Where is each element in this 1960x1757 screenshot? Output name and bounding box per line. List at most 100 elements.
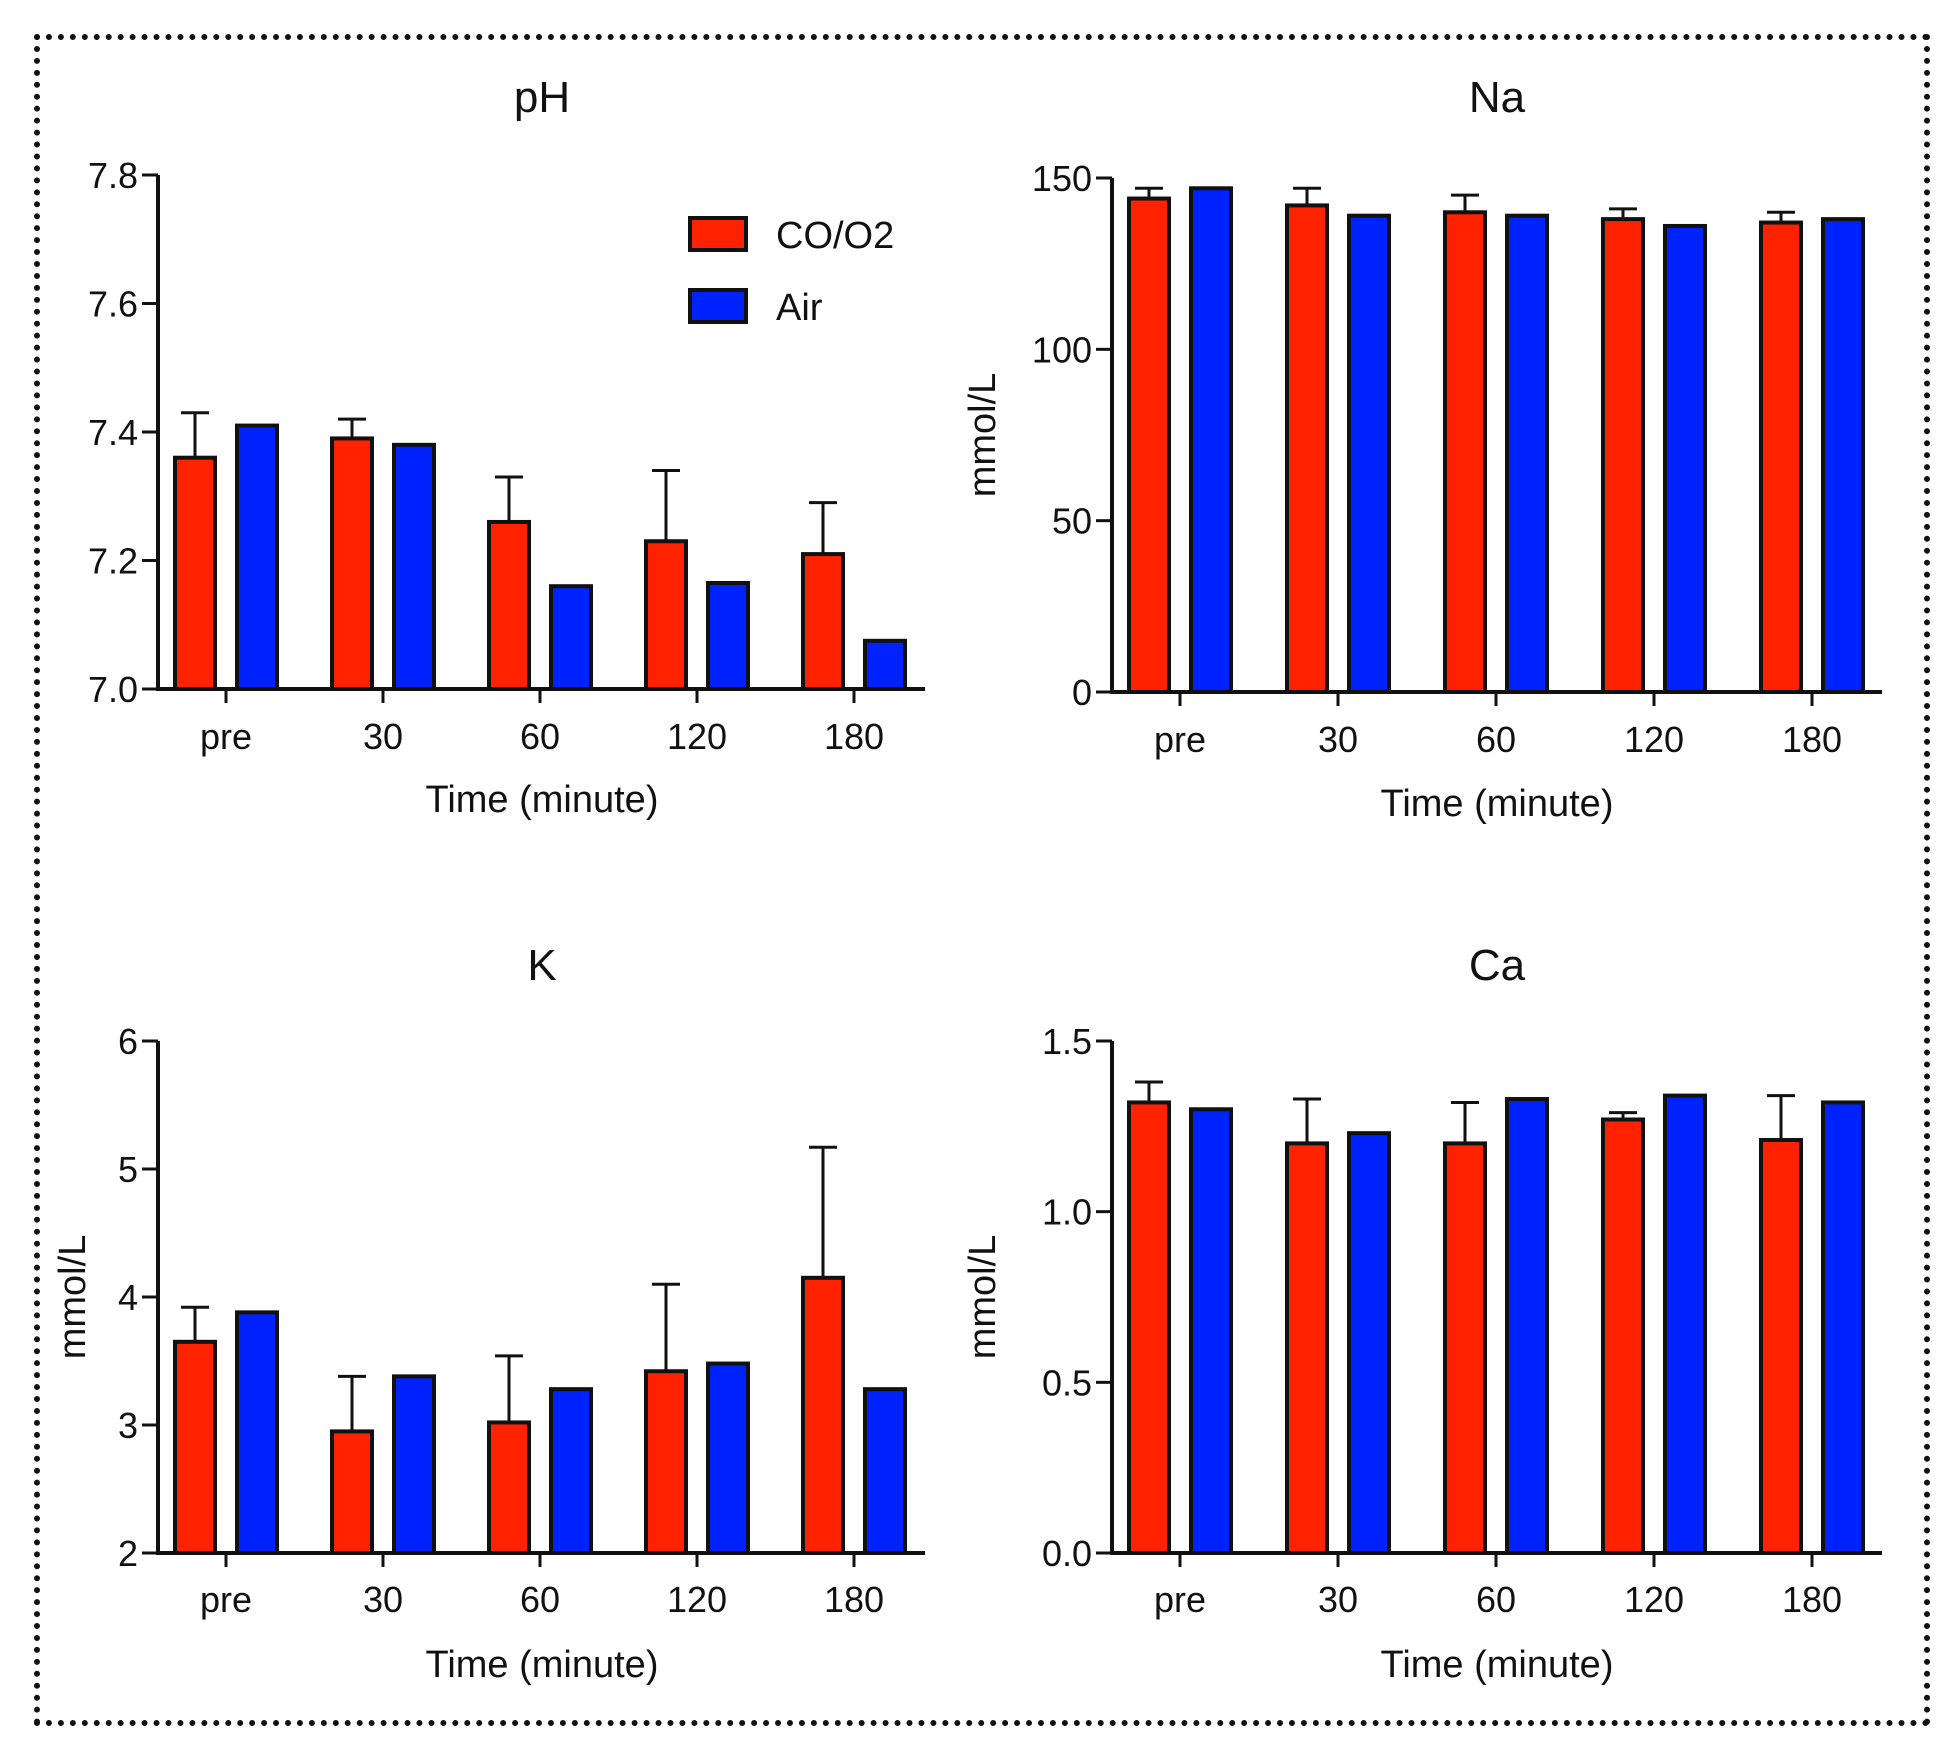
y-tick-label: 7.6	[88, 284, 138, 325]
x-axis-label: Time (minute)	[426, 1644, 659, 1686]
x-tick-label: pre	[200, 1579, 252, 1620]
figure-frame	[34, 34, 1930, 1726]
bar-air-30	[1347, 213, 1391, 694]
bar-air-120	[1663, 223, 1707, 694]
bar-air-pre	[235, 423, 279, 691]
x-tick-label: 180	[1782, 719, 1842, 760]
bar-air-60	[549, 1387, 593, 1556]
bar-air-30	[392, 1374, 436, 1555]
x-tick-label: 60	[520, 716, 560, 757]
x-tick-label: 30	[363, 1579, 403, 1620]
bar-co-o2-60	[487, 1420, 531, 1555]
x-tick-label: 30	[1318, 1579, 1358, 1620]
bar-co-o2-pre	[1127, 196, 1171, 694]
x-tick-label: 120	[667, 1579, 727, 1620]
bar-air-180	[1821, 217, 1865, 694]
legend-swatch-co-o2	[688, 216, 748, 252]
bar-co-o2-180	[1759, 220, 1803, 694]
legend: CO/O2 Air	[688, 215, 894, 329]
x-axis-label: Time (minute)	[1381, 1644, 1614, 1686]
bar-co-o2-120	[1601, 1117, 1645, 1556]
y-tick-label: 1.0	[1042, 1192, 1092, 1233]
x-tick-label: pre	[200, 716, 252, 757]
bar-air-pre	[1189, 186, 1233, 694]
bar-co-o2-120	[644, 1369, 688, 1555]
y-tick-label: 5	[118, 1149, 138, 1190]
legend-label: CO/O2	[776, 215, 894, 257]
bar-air-180	[1821, 1100, 1865, 1555]
chart-panel-ph: pH pre 30 60 120 180 7.0 7.2 7.4 7.6 7.8 Time (minu…	[88, 73, 925, 821]
bar-air-30	[1347, 1131, 1391, 1556]
y-tick-label: 6	[118, 1021, 138, 1062]
chart-title: pH	[514, 73, 570, 122]
bar-air-120	[706, 1361, 750, 1556]
x-axis-label: Time (minute)	[426, 779, 659, 821]
bar-co-o2-180	[1759, 1137, 1803, 1556]
x-tick-label: 30	[1318, 719, 1358, 760]
chart-panel-na: Na pre 30 60 120 180 0 50 100 150 Time (minute) mmo…	[962, 73, 1882, 825]
y-axis-label: mmol/L	[962, 1235, 1004, 1360]
y-tick-label: 7.8	[88, 155, 138, 196]
bar-co-o2-60	[1443, 1141, 1487, 1556]
x-axis-label: Time (minute)	[1381, 783, 1614, 825]
bar-air-30	[392, 442, 436, 691]
x-tick-label: 120	[1624, 719, 1684, 760]
x-tick-label: 60	[1476, 1579, 1516, 1620]
bar-co-o2-30	[330, 1429, 374, 1556]
y-tick-label: 7.2	[88, 541, 138, 582]
bar-air-60	[1505, 1097, 1549, 1555]
bar-air-pre	[1189, 1107, 1233, 1556]
x-tick-label: 60	[1476, 719, 1516, 760]
bar-air-120	[1663, 1093, 1707, 1555]
y-tick-label: 3	[118, 1405, 138, 1446]
bar-co-o2-pre	[1127, 1100, 1171, 1555]
legend-swatch-air	[688, 288, 748, 324]
bar-co-o2-30	[1285, 203, 1329, 694]
y-tick-label: 2	[118, 1533, 138, 1574]
x-tick-label: 180	[824, 1579, 884, 1620]
x-tick-label: pre	[1154, 1579, 1206, 1620]
bar-co-o2-60	[487, 519, 531, 692]
chart-title: K	[527, 941, 556, 990]
y-tick-label: 50	[1052, 501, 1092, 542]
x-tick-label: 180	[824, 716, 884, 757]
bar-air-pre	[235, 1310, 279, 1555]
x-tick-label: 180	[1782, 1579, 1842, 1620]
chart-panel-ca: Ca pre 30 60 120 180 0.0 0.5 1.0 1.5 Time (minute)…	[962, 941, 1882, 1686]
bar-air-180	[863, 1387, 907, 1556]
x-tick-label: pre	[1154, 719, 1206, 760]
x-tick-label: 120	[1624, 1579, 1684, 1620]
bar-co-o2-30	[1285, 1141, 1329, 1556]
y-tick-label: 0	[1072, 672, 1092, 713]
x-tick-label: 60	[520, 1579, 560, 1620]
bar-co-o2-180	[801, 1275, 845, 1556]
y-tick-label: 4	[118, 1277, 138, 1318]
bar-co-o2-pre	[173, 1339, 217, 1556]
bar-co-o2-30	[330, 436, 374, 691]
y-tick-label: 150	[1032, 158, 1092, 199]
bar-air-60	[549, 584, 593, 692]
y-tick-label: 7.0	[88, 669, 138, 710]
y-axis-label: mmol/L	[962, 373, 1004, 498]
bar-co-o2-pre	[173, 455, 217, 692]
bar-air-180	[863, 638, 907, 691]
bar-co-o2-120	[644, 539, 688, 691]
bar-air-120	[706, 580, 750, 691]
y-tick-label: 7.4	[88, 412, 138, 453]
bar-co-o2-60	[1443, 210, 1487, 694]
x-tick-label: 120	[667, 716, 727, 757]
y-tick-label: 0.0	[1042, 1533, 1092, 1574]
chart-title: Na	[1469, 73, 1526, 122]
legend-label: Air	[776, 287, 823, 329]
y-tick-label: 100	[1032, 329, 1092, 370]
y-tick-label: 1.5	[1042, 1021, 1092, 1062]
bar-air-60	[1505, 213, 1549, 694]
y-axis-label: mmol/L	[52, 1235, 94, 1360]
bar-co-o2-180	[801, 552, 845, 692]
chart-title: Ca	[1469, 941, 1526, 990]
bar-co-o2-120	[1601, 217, 1645, 694]
x-tick-label: 30	[363, 716, 403, 757]
y-tick-label: 0.5	[1042, 1362, 1092, 1403]
